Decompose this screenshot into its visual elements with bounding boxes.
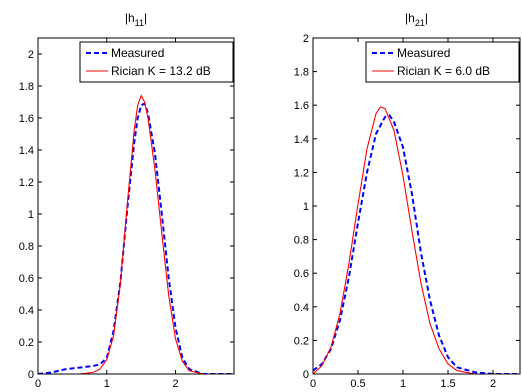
y-tick-label: 0 (28, 369, 34, 381)
chart-title: |h21| (405, 11, 428, 28)
x-tick-label: 0.5 (350, 378, 365, 390)
y-tick-label: 2 (28, 49, 34, 61)
y-tick-label: 0.2 (294, 335, 309, 347)
legend-entry: Rician K = 13.2 dB (111, 64, 211, 78)
series-line-rician (313, 106, 520, 374)
y-tick-label: 1.4 (19, 145, 34, 157)
y-tick-label: 0.2 (19, 337, 34, 349)
legend-entry: Measured (111, 46, 164, 60)
y-tick-label: 1.4 (294, 134, 309, 146)
chart-h11: |h11| 0 1 2 0 0.2 0.4 0.6 0.8 1 1.2 1.4 1.6 1.8 2 Measu… (19, 11, 235, 390)
series-line-measured (38, 102, 234, 374)
y-tick-label: 0.6 (19, 273, 34, 285)
y-tick-label: 0.8 (294, 235, 309, 247)
legend-box (79, 41, 234, 83)
y-tick-label: 0.4 (19, 305, 34, 317)
plot-area-frame (37, 37, 235, 375)
y-tick-label: 1.8 (294, 67, 309, 79)
y-tick-label: 2 (303, 33, 309, 45)
legend-entry: Measured (397, 46, 450, 60)
chart-title: |h11| (125, 11, 147, 28)
x-tick-label: 2 (172, 378, 178, 390)
x-tick-label: 2 (490, 378, 496, 390)
series-line-rician (38, 94, 234, 374)
x-tick-label: 1.5 (440, 378, 455, 390)
y-tick-label: 0.6 (294, 268, 309, 280)
y-tick-label: 1.2 (19, 177, 34, 189)
legend: Measured Rician K = 6.0 dB (365, 41, 520, 83)
y-tick-label: 1.6 (19, 113, 34, 125)
legend-entry: Rician K = 6.0 dB (397, 64, 490, 78)
y-tick-label: 0 (303, 369, 309, 381)
x-tick-label: 0 (310, 378, 316, 390)
y-tick-label: 1.2 (294, 167, 309, 179)
chart-h21: |h21| 0 0.5 1 1.5 2 0 0.2 0.4 0.6 0.8 1 1.2 1.4 1.6 1.8… (294, 11, 521, 390)
x-tick-label: 1 (104, 378, 110, 390)
legend-box (365, 41, 520, 83)
y-tick-label: 1 (303, 201, 309, 213)
y-tick-label: 1.6 (294, 100, 309, 112)
y-tick-label: 1.8 (19, 81, 34, 93)
series-line-measured (313, 114, 520, 374)
y-tick-label: 0.8 (19, 241, 34, 253)
plot-area-frame (312, 37, 521, 375)
x-tick-label: 0 (35, 378, 41, 390)
y-tick-label: 0.4 (294, 302, 309, 314)
x-tick-label: 1 (400, 378, 406, 390)
legend: Measured Rician K = 13.2 dB (79, 41, 234, 83)
y-tick-label: 1 (28, 209, 34, 221)
